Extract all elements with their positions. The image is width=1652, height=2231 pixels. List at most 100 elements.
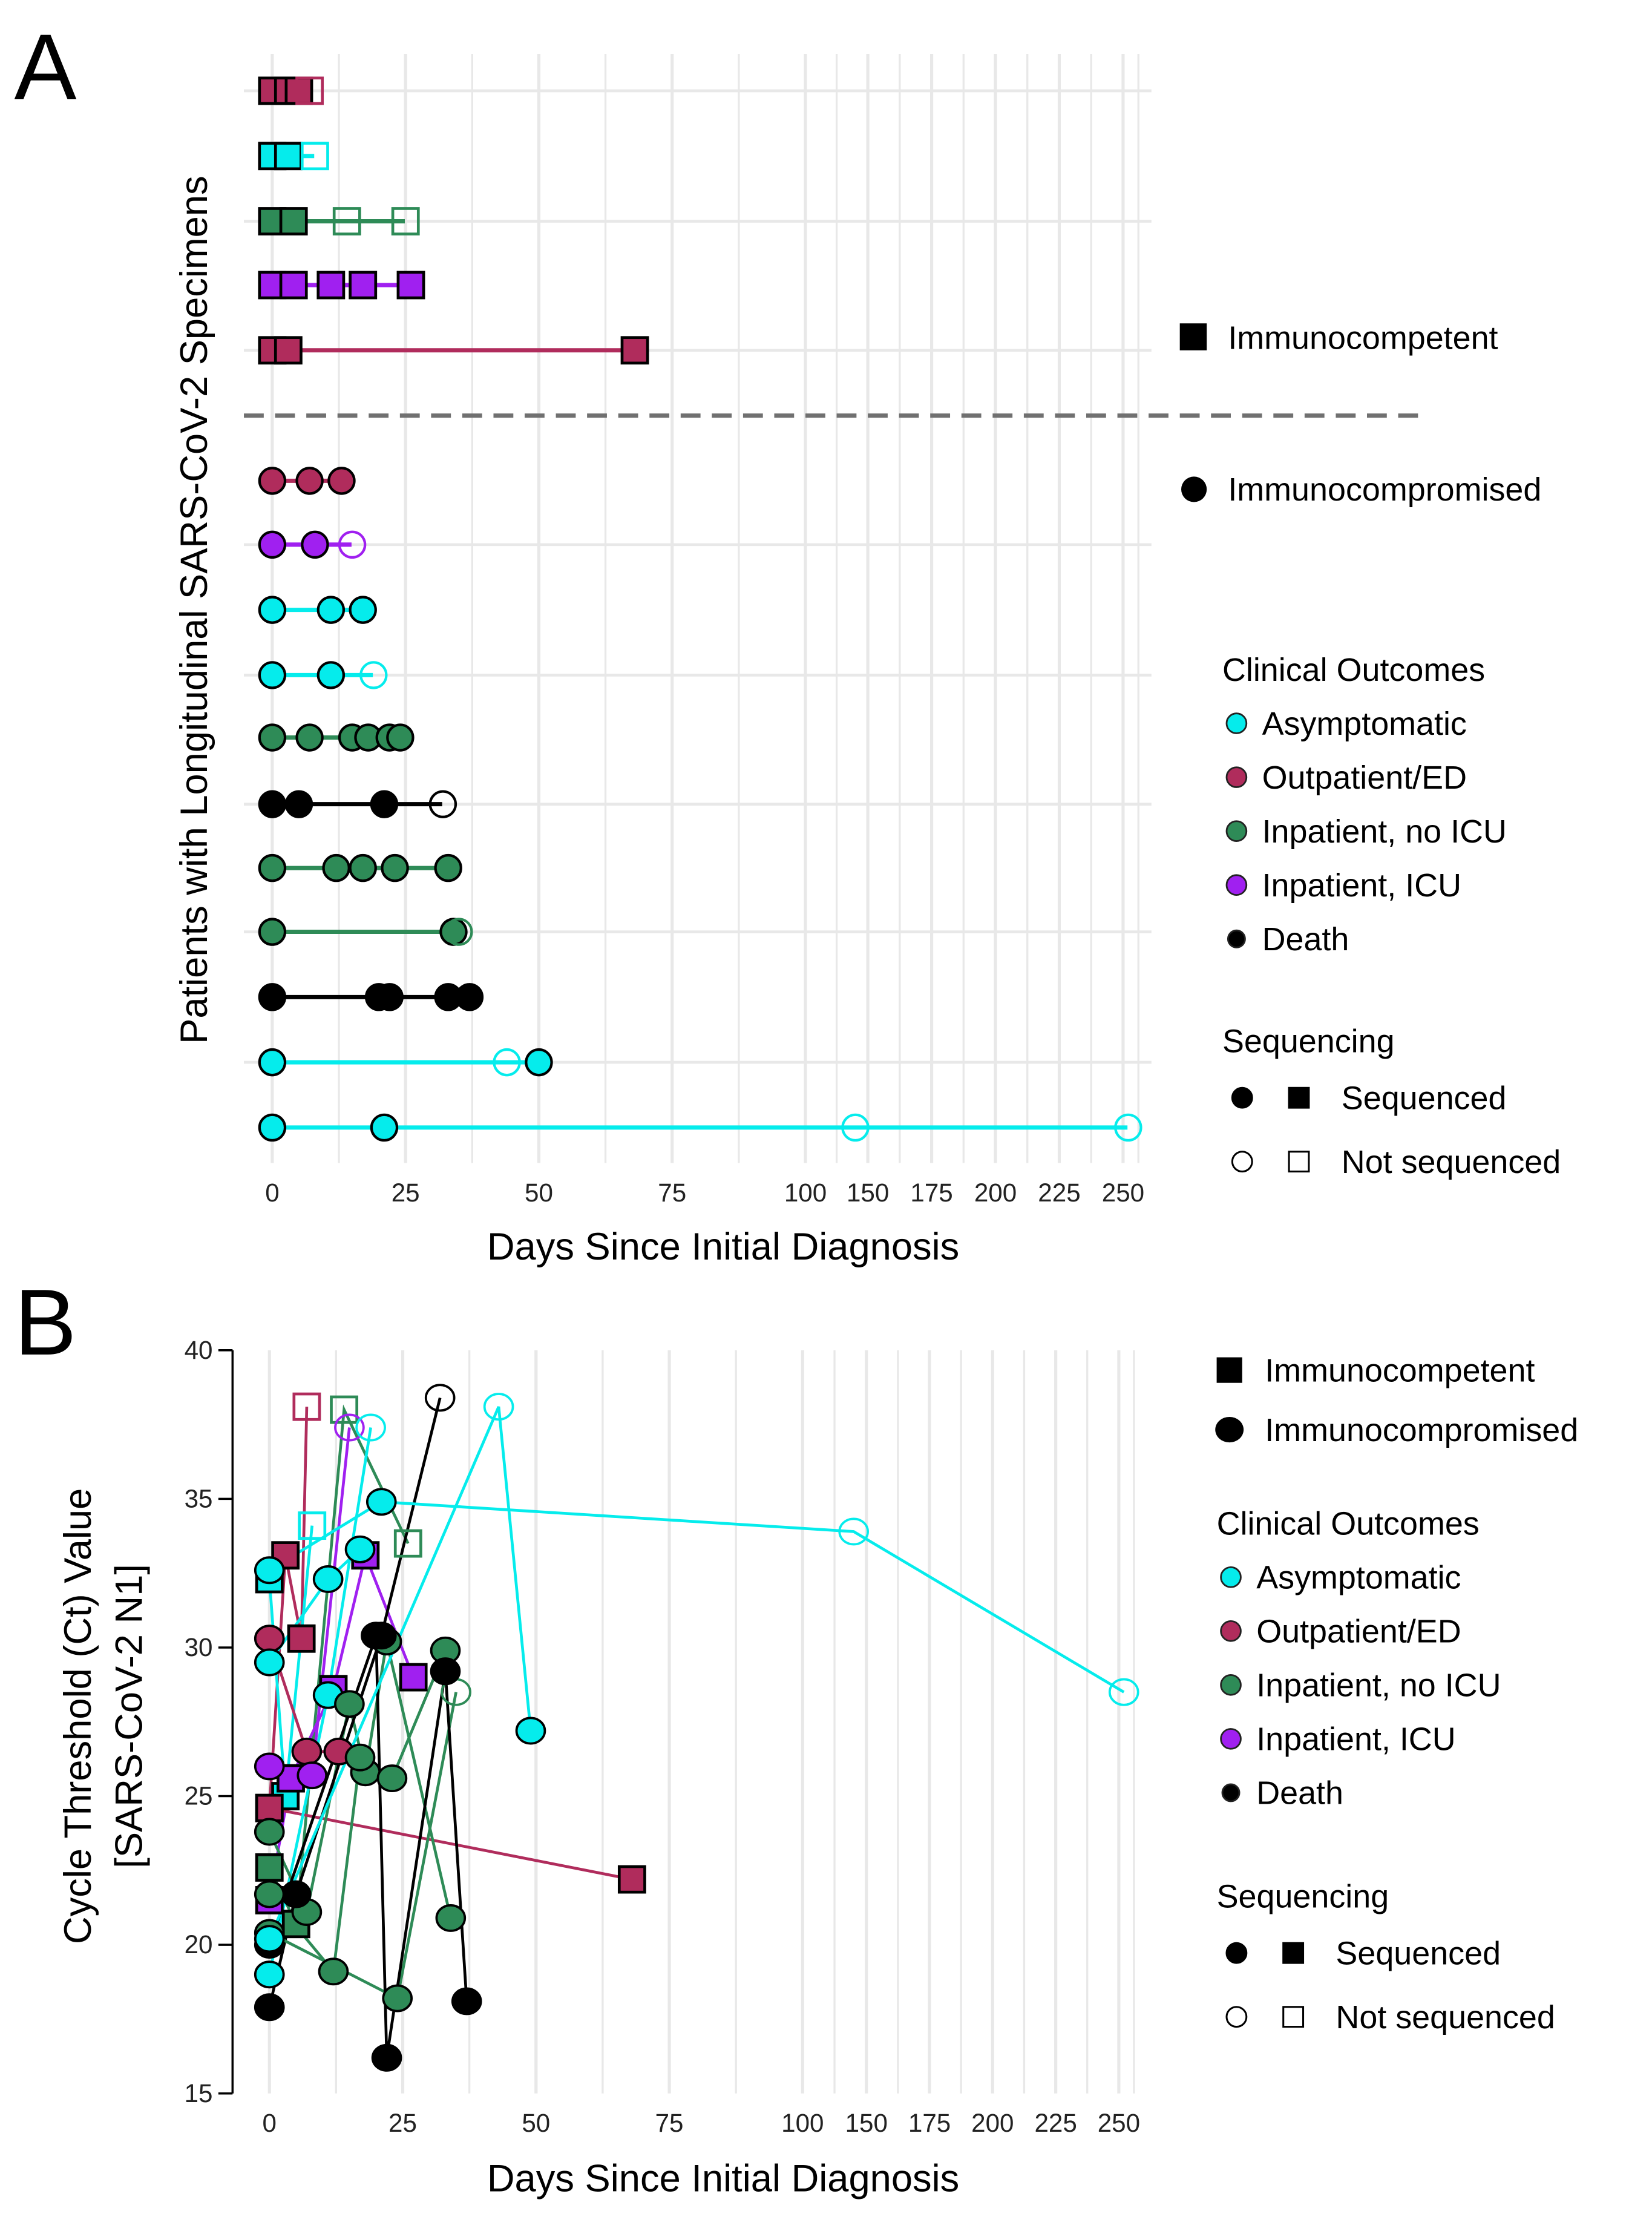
sequenced-circle-point <box>439 918 468 946</box>
unsequenced-circle-point <box>841 1113 870 1142</box>
sequenced-circle-point <box>284 790 313 818</box>
patient-row-patient-icp-8 <box>258 918 473 946</box>
patient-row-patient-icp-10 <box>258 1048 553 1077</box>
legend-item-inpatient-no-icu: Inpatient, no ICU <box>1262 813 1507 850</box>
sequenced-circle-point <box>344 1743 376 1772</box>
legend-title-clinical-outcomes: Clinical Outcomes <box>1222 652 1485 688</box>
legend-item-inpatient-icu: Inpatient, ICU <box>1256 1721 1455 1758</box>
sequenced-circle-point <box>361 1622 392 1650</box>
sequenced-circle-point <box>334 1690 365 1718</box>
x-tick-label: 0 <box>263 2109 277 2137</box>
panel-a-x-axis-title: Days Since Initial Diagnosis <box>487 1226 959 1268</box>
x-tick-label: 100 <box>784 1178 827 1207</box>
unsequenced-circle-point <box>359 661 388 689</box>
unsequenced-square-point <box>391 207 420 235</box>
legend-immunocompetent: Immunocompetent <box>1228 320 1498 356</box>
x-tick-label: 250 <box>1102 1178 1144 1207</box>
patient-row-patient-icp-1 <box>258 467 356 495</box>
sequenced-circle-point <box>258 790 287 818</box>
y-tick-label: 40 <box>185 1336 213 1364</box>
panel-b-legend-immune: Immunocompetent Immunocompromised <box>1215 1352 1578 1448</box>
unsequenced-circle-point <box>338 530 367 559</box>
legend-item-death: Death <box>1262 921 1349 958</box>
sequenced-circle-point <box>254 1925 285 1953</box>
panel-a-gridlines <box>244 54 1152 1163</box>
x-tick-label: 225 <box>1038 1178 1080 1207</box>
y-tick-label: 20 <box>185 1930 213 1959</box>
sequenced-square-point <box>399 1663 428 1692</box>
sequenced-circle-point <box>254 1818 285 1846</box>
legend-swatch-asymptomatic-icon <box>1220 1566 1242 1588</box>
panel-b-letter: B <box>14 1270 76 1375</box>
panel-b-y-axis-title-line2: [SARS-CoV-2 N1] <box>108 1564 150 1868</box>
immunocompetent-square-icon <box>1216 1357 1242 1383</box>
series-line-patient-icp-9 <box>268 1635 468 2058</box>
patient-row-patient-icp-3 <box>258 596 377 624</box>
sequenced-circle-point <box>258 918 287 946</box>
immunocompetent-square-icon <box>1179 323 1207 350</box>
y-tick-label: 25 <box>185 1782 213 1810</box>
sequenced-circle-point <box>258 530 287 559</box>
legend-swatch-inpatient-no-icu-icon <box>1225 820 1248 842</box>
patient-row-patient-icp-6 <box>258 790 457 818</box>
unsequenced-circle-point <box>445 918 473 946</box>
sequenced-circle-point <box>312 1565 344 1593</box>
x-tick-label: 175 <box>910 1178 952 1207</box>
x-tick-label: 150 <box>845 2109 888 2137</box>
sequenced-square-point <box>255 1793 284 1822</box>
legend-item-outpatient-ed: Outpatient/ED <box>1256 1614 1461 1650</box>
sequenced-circle-point <box>381 853 409 882</box>
sequenced-square-point <box>274 142 303 171</box>
legend-title-sequencing: Sequencing <box>1222 1024 1395 1060</box>
unsequenced-square-point <box>332 207 361 235</box>
sequenced-square-point <box>617 1865 646 1894</box>
sequenced-square-point <box>274 336 303 365</box>
sequenced-circle-point <box>382 1984 413 2012</box>
series-points-patient-icp-11 <box>254 1488 1139 1706</box>
x-tick-label: 100 <box>781 2109 824 2137</box>
unsequenced-circle-point <box>1114 1113 1142 1142</box>
sequenced-square-point <box>279 271 308 300</box>
unsequenced-square-point <box>292 1392 321 1421</box>
legend-item-asymptomatic: Asymptomatic <box>1262 706 1467 742</box>
panel-a-legend-immune: Immunocompetent Immunocompromised <box>1179 320 1541 508</box>
open-circle-icon <box>1231 1151 1253 1173</box>
patient-row-patient-icp-7 <box>258 853 462 882</box>
sequenced-circle-point <box>386 723 415 752</box>
legend-item-not-sequenced: Not sequenced <box>1336 1999 1555 2036</box>
sequenced-circle-point <box>375 983 404 1011</box>
x-tick-label: 250 <box>1098 2109 1140 2137</box>
sequenced-square-point <box>396 271 425 300</box>
x-tick-label: 0 <box>265 1178 279 1207</box>
sequenced-circle-point <box>316 661 346 689</box>
sequenced-circle-point <box>316 596 346 624</box>
sequenced-circle-point <box>258 983 287 1011</box>
patient-row-patient-ic-2 <box>258 142 329 171</box>
legend-item-sequenced: Sequenced <box>1336 1935 1501 1971</box>
sequenced-circle-point <box>370 790 399 818</box>
sequenced-circle-point <box>318 1957 349 1986</box>
sequenced-circle-point <box>280 1880 312 1908</box>
unsequenced-circle-point <box>355 1413 386 1442</box>
sequenced-circle-point <box>254 1752 285 1781</box>
legend-swatch-death-icon <box>1221 1783 1241 1802</box>
patient-row-patient-icp-5 <box>258 723 415 752</box>
legend-swatch-inpatient-icu-icon <box>1225 874 1248 896</box>
legend-item-sequenced: Sequenced <box>1342 1080 1507 1116</box>
sequenced-circle-point <box>295 467 324 495</box>
x-tick-label: 75 <box>658 1178 686 1207</box>
series-points-patient-icp-3 <box>254 1535 376 1677</box>
patient-row-patient-ic-3 <box>258 207 420 235</box>
series-points-patient-icp-4 <box>254 1413 386 1989</box>
unsequenced-circle-point <box>1108 1678 1139 1706</box>
filled-circle-icon <box>1231 1086 1253 1109</box>
sequenced-circle-point <box>254 1648 285 1677</box>
x-tick-label: 25 <box>388 2109 417 2137</box>
patient-row-patient-icp-2 <box>258 530 367 559</box>
immunocompromised-circle-icon <box>1181 476 1207 502</box>
sequenced-circle-point <box>254 1625 285 1653</box>
sequenced-circle-point <box>525 1048 553 1077</box>
sequenced-circle-point <box>254 1960 285 1989</box>
x-tick-label: 50 <box>522 2109 550 2137</box>
panel-a-marks <box>258 76 1142 1142</box>
